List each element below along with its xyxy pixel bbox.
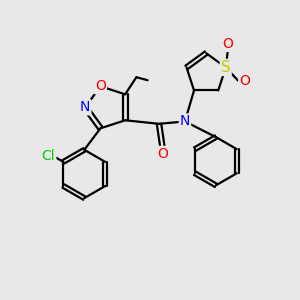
Text: O: O [239,74,250,88]
Text: O: O [158,147,169,161]
Text: N: N [180,115,190,128]
Text: O: O [223,37,233,51]
Text: S: S [221,60,231,75]
Text: O: O [95,79,106,93]
Text: N: N [80,100,90,114]
Text: Cl: Cl [42,149,55,163]
